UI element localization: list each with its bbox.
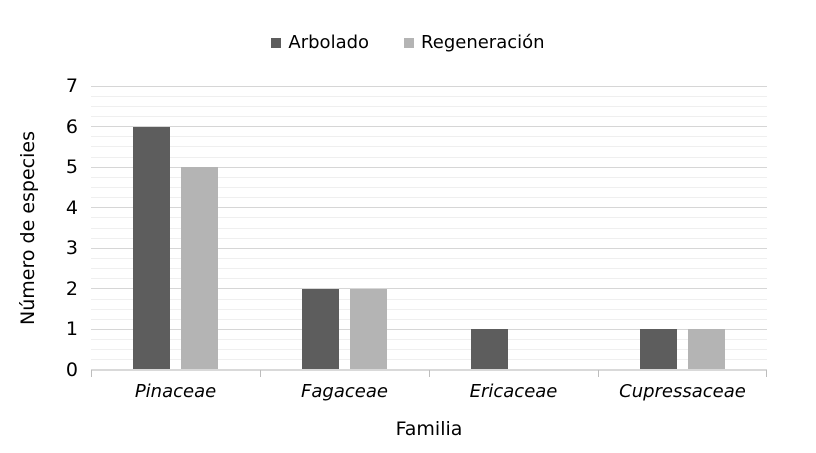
gridline-minor xyxy=(91,257,767,259)
legend-label: Regeneración xyxy=(421,32,545,53)
bar-regeneracion-fagaceae xyxy=(350,288,387,370)
category-label-fagaceae: Fagaceae xyxy=(301,381,388,402)
legend-item-arbolado: Arbolado xyxy=(271,32,369,54)
gridline-minor xyxy=(91,298,767,300)
y-tick-label: 3 xyxy=(65,237,78,260)
gridline-minor xyxy=(91,136,767,138)
x-axis-tick xyxy=(91,370,92,377)
y-tick-label: 2 xyxy=(65,277,78,300)
gridline-minor xyxy=(91,227,767,229)
bar-arbolado-cupressaceae xyxy=(640,329,677,370)
bar-arbolado-pinaceae xyxy=(133,126,170,370)
category-label-cupressaceae: Cupressaceae xyxy=(619,381,746,402)
gridline-minor xyxy=(91,186,767,188)
x-axis-tick xyxy=(766,370,767,377)
y-axis-title-text: Número de especies xyxy=(17,131,39,325)
plot-area xyxy=(91,85,767,377)
gridline-minor xyxy=(91,308,767,310)
gridline-major xyxy=(91,288,767,290)
gridline-minor xyxy=(91,197,767,199)
bar-regeneracion-pinaceae xyxy=(181,167,218,370)
gridline-minor xyxy=(91,156,767,158)
gridline-minor xyxy=(91,176,767,178)
bar-arbolado-ericaceae xyxy=(471,329,508,370)
y-tick-label: 5 xyxy=(65,156,78,179)
bar-arbolado-fagaceae xyxy=(302,288,339,370)
gridline-minor xyxy=(91,95,767,97)
y-tick-label: 4 xyxy=(65,196,78,219)
x-axis-tick xyxy=(260,370,261,377)
gridline-minor xyxy=(91,105,767,107)
gridline-minor xyxy=(91,115,767,117)
gridline-major xyxy=(91,85,767,87)
gridline-major xyxy=(91,166,767,168)
x-axis-title: Familia xyxy=(395,418,463,440)
x-axis-tick xyxy=(598,370,599,377)
gridline-major xyxy=(91,207,767,209)
gridline-minor xyxy=(91,318,767,320)
gridline-minor xyxy=(91,359,767,361)
legend-swatch-icon xyxy=(271,38,282,48)
gridline-major xyxy=(91,126,767,128)
y-tick-label: 6 xyxy=(65,115,78,138)
y-tick-label: 0 xyxy=(65,359,78,381)
gridline-minor xyxy=(91,339,767,341)
category-label-ericaceae: Ericaceae xyxy=(469,381,558,402)
gridline-major xyxy=(91,247,767,249)
x-axis-tick xyxy=(429,370,430,377)
gridline-minor xyxy=(91,349,767,351)
y-tick-label: 1 xyxy=(65,318,78,341)
y-tick-label: 7 xyxy=(65,75,78,97)
legend: Arbolado Regeneración xyxy=(0,32,816,54)
category-label-pinaceae: Pinaceae xyxy=(134,381,217,402)
gridline-minor xyxy=(91,278,767,280)
legend-swatch-icon xyxy=(404,38,415,48)
gridline-minor xyxy=(91,146,767,148)
gridline-minor xyxy=(91,217,767,219)
bar-regeneracion-cupressaceae xyxy=(688,329,725,370)
legend-item-regeneracion: Regeneración xyxy=(404,32,545,54)
legend-label: Arbolado xyxy=(288,32,370,53)
gridline-major xyxy=(91,328,767,330)
gridline-minor xyxy=(91,268,767,270)
gridline-minor xyxy=(91,237,767,239)
